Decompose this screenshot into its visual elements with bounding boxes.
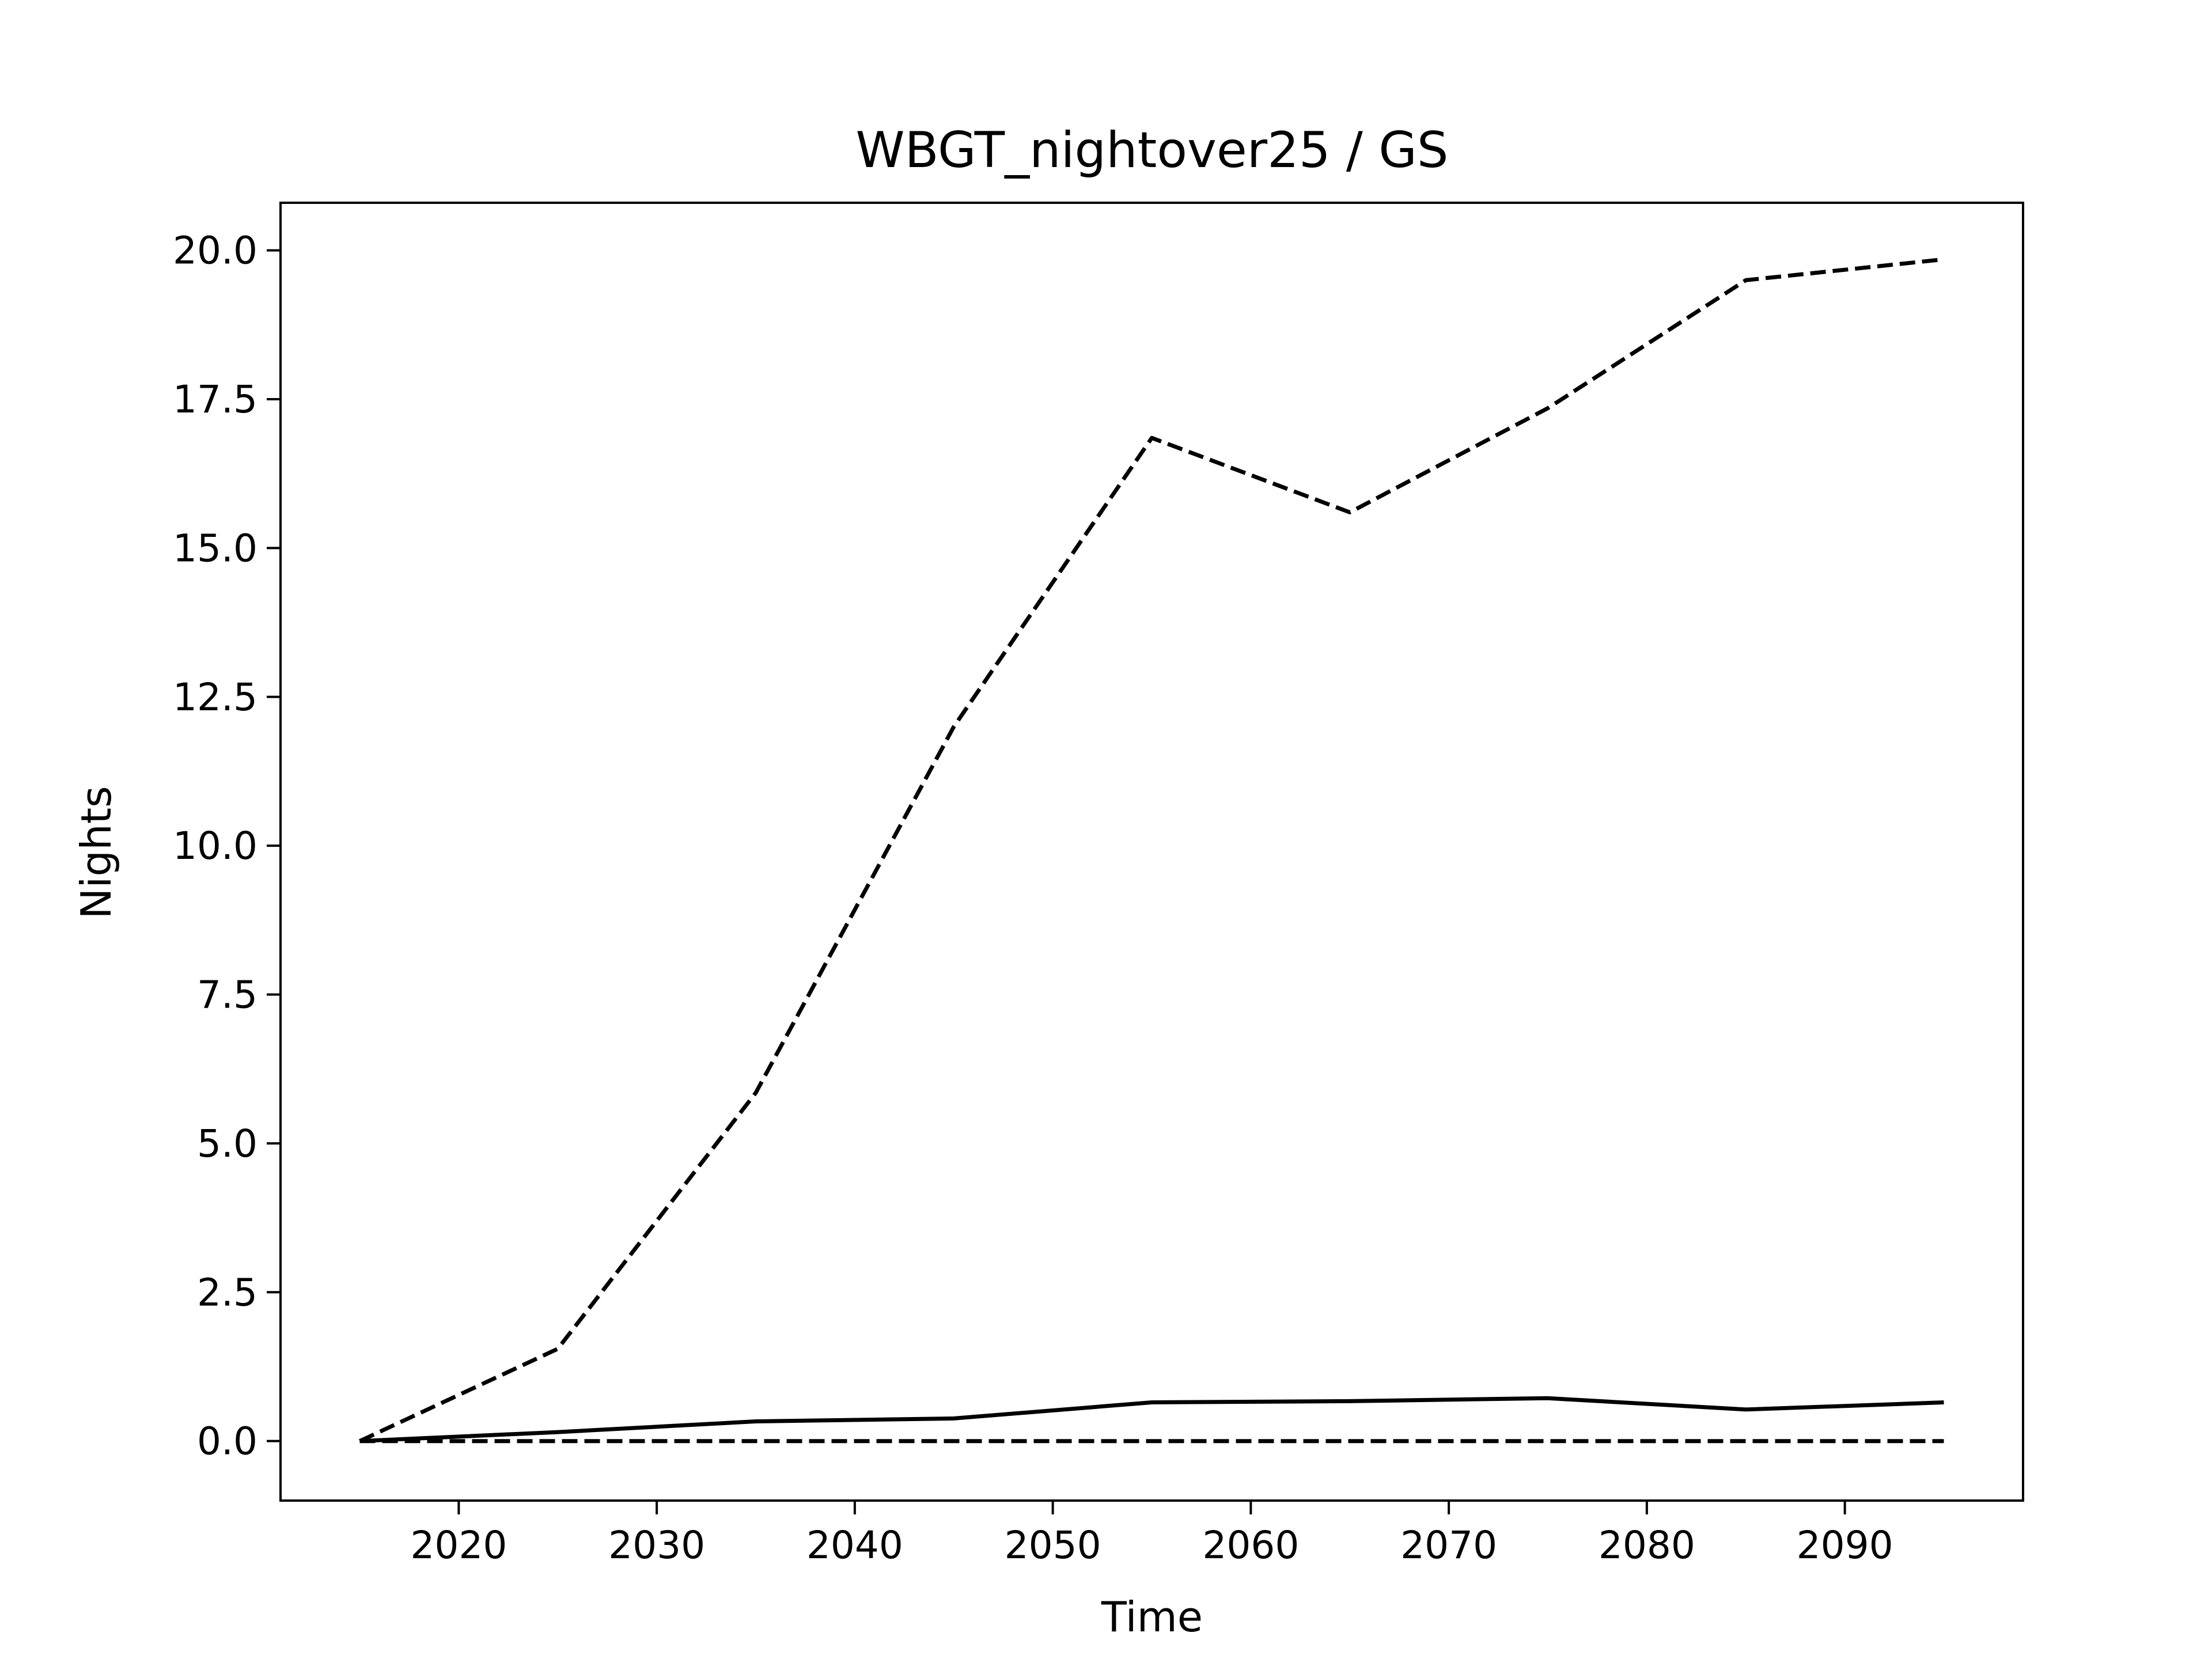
- x-tick-label-2060: 2060: [1202, 1523, 1299, 1567]
- x-tick-label-2090: 2090: [1797, 1523, 1893, 1567]
- y-tick-label-20.0: 20.0: [173, 229, 257, 273]
- x-tick-label-2020: 2020: [410, 1523, 507, 1567]
- y-axis-label: Nights: [72, 786, 120, 919]
- x-tick-label-2030: 2030: [608, 1523, 705, 1567]
- series-line-1: [359, 257, 1944, 1443]
- x-tick-label-2050: 2050: [1005, 1523, 1101, 1567]
- y-tick-label-5.0: 5.0: [197, 1122, 257, 1166]
- chart-title: WBGT_nightover25 / GS: [856, 122, 1449, 179]
- y-tick-label-15.0: 15.0: [173, 526, 257, 570]
- y-tick-label-10.0: 10.0: [173, 824, 257, 868]
- x-tick-label-2070: 2070: [1400, 1523, 1497, 1567]
- x-axis: 2020 2030 2040 2050 2060 2070 2080 2090: [410, 1501, 1893, 1567]
- x-tick-label-2040: 2040: [806, 1523, 903, 1567]
- plot-frame: [279, 202, 2024, 1502]
- y-tick-label-2.5: 2.5: [197, 1270, 257, 1315]
- y-tick-label-7.5: 7.5: [197, 973, 257, 1017]
- x-tick-label-2080: 2080: [1599, 1523, 1695, 1567]
- series-layer: [359, 257, 1944, 1444]
- y-axis: 0.0 2.5 5.0 7.5 10.0 12.5 15.0 17.5 20.0: [173, 229, 281, 1464]
- y-tick-label-0.0: 0.0: [197, 1419, 257, 1464]
- y-tick-label-12.5: 12.5: [173, 675, 257, 719]
- x-axis-label: Time: [1101, 1593, 1203, 1641]
- series-line-2: [359, 1396, 1944, 1444]
- y-tick-label-17.5: 17.5: [173, 377, 257, 422]
